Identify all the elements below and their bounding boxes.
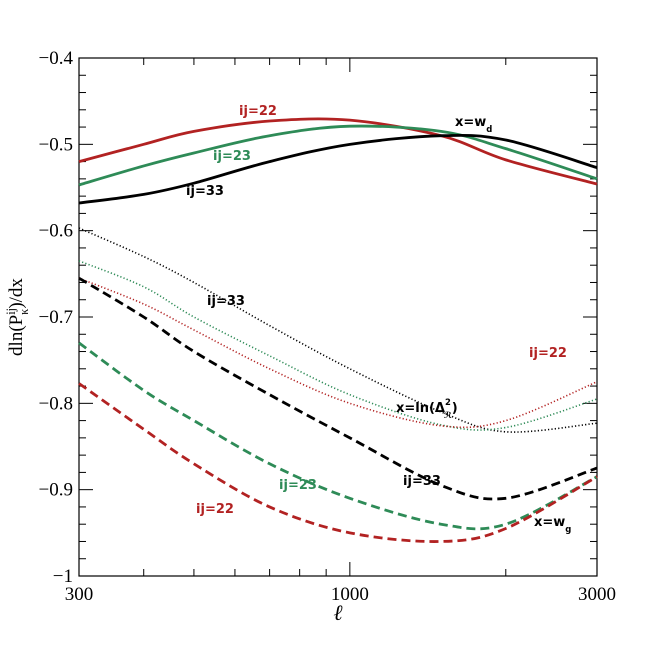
line-dotted bbox=[78, 227, 598, 433]
annotation: ij=33 bbox=[186, 184, 224, 199]
annotation: ij=22 bbox=[239, 104, 277, 119]
label-part: ℛ bbox=[444, 410, 452, 420]
label-part: ij=33 bbox=[186, 184, 224, 199]
label-part: ij=33 bbox=[207, 294, 245, 309]
x-tick-label: 3000 bbox=[578, 584, 616, 605]
y-tick-label: −0.9 bbox=[39, 480, 73, 501]
y-tick-label: −0.6 bbox=[39, 221, 73, 242]
x-tick-label: 300 bbox=[65, 584, 94, 605]
y-tick-label: −0.4 bbox=[39, 48, 74, 69]
y-tick-label: −0.8 bbox=[39, 393, 73, 414]
line-solid bbox=[78, 124, 598, 187]
label-part: d bbox=[486, 124, 492, 134]
x-tick-label: 1000 bbox=[331, 584, 369, 605]
label-part: ij=23 bbox=[213, 149, 251, 164]
line-dotted bbox=[78, 277, 598, 429]
line-dashed bbox=[78, 382, 598, 543]
annotation: ij=23 bbox=[279, 478, 317, 493]
label-part: ij=23 bbox=[279, 478, 317, 493]
label-part: g bbox=[565, 524, 571, 534]
label-part: ij=22 bbox=[239, 104, 277, 119]
line-dashed bbox=[78, 276, 598, 501]
line-dashed bbox=[78, 341, 598, 531]
annotation: x=wg bbox=[534, 515, 571, 534]
annotation: ij=22 bbox=[529, 346, 567, 361]
line-solid bbox=[78, 117, 598, 186]
annotation: ij=22 bbox=[196, 502, 234, 517]
label-part: )/dx bbox=[6, 278, 27, 309]
label-part: dln(P bbox=[6, 315, 27, 356]
y-axis-label: dln(Pijκ)/dx bbox=[4, 278, 31, 356]
label-part: ij=22 bbox=[196, 502, 234, 517]
label-part: 2 bbox=[445, 397, 451, 407]
label-part: ij=33 bbox=[403, 474, 441, 489]
plot-frame bbox=[78, 57, 598, 577]
annotation: ij=33 bbox=[403, 474, 441, 489]
label-part: ij=22 bbox=[529, 346, 567, 361]
label-part: x=ln(Δ bbox=[396, 401, 445, 416]
label-part: ) bbox=[452, 401, 458, 416]
label-part: ij bbox=[4, 308, 18, 315]
annotation: ij=23 bbox=[213, 149, 251, 164]
y-tick-label: −0.5 bbox=[39, 134, 73, 155]
y-tick-label: −1 bbox=[53, 566, 73, 587]
line-dotted bbox=[78, 260, 598, 431]
x-axis-label: ℓ bbox=[333, 600, 343, 625]
y-tick-label: −0.7 bbox=[39, 307, 73, 328]
line-solid bbox=[78, 133, 598, 205]
label-part: x=w bbox=[455, 115, 486, 130]
label-part: κ bbox=[17, 308, 31, 315]
annotation: x=ln(Δ2 ℛ) bbox=[396, 397, 458, 420]
label-part: x=w bbox=[534, 515, 565, 530]
annotation: x=wd bbox=[455, 115, 492, 134]
annotation: ij=33 bbox=[207, 294, 245, 309]
